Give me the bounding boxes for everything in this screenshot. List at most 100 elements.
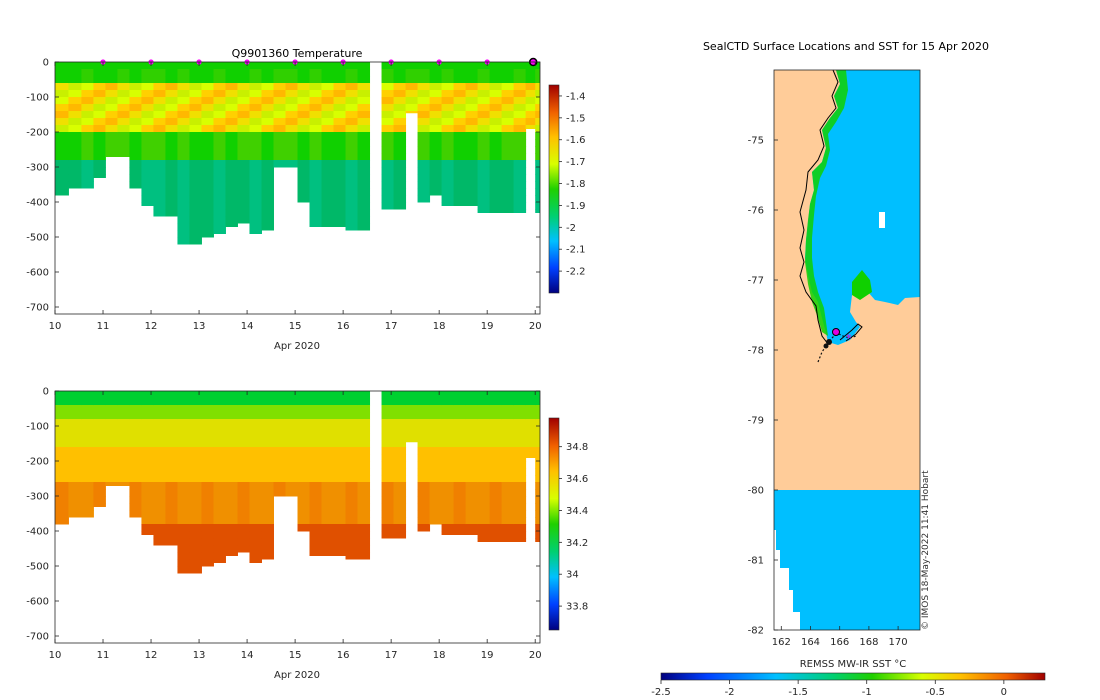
section-cell [381, 132, 395, 140]
section-cell [105, 139, 118, 147]
section-cell [273, 160, 286, 168]
section-cell [177, 468, 190, 476]
section-cell [55, 174, 69, 182]
section-cell [261, 167, 274, 175]
section-cell [225, 76, 238, 84]
section-cell [273, 118, 286, 126]
section-cell [429, 69, 443, 77]
section-cell [165, 62, 178, 70]
section-cell [345, 76, 359, 84]
section-cell [153, 139, 166, 147]
section-cell [393, 412, 407, 420]
section-cell [477, 83, 491, 91]
section-cell [55, 153, 69, 161]
section-cell [381, 104, 395, 112]
section-cell [237, 447, 250, 455]
section-cell [417, 461, 431, 469]
section-cell [165, 426, 178, 434]
section-cell [417, 489, 431, 497]
section-cell [153, 461, 166, 469]
section-cell [345, 153, 359, 161]
section-cell [273, 125, 286, 133]
section-cell [225, 167, 238, 175]
map-x-tick-label: 166 [830, 637, 849, 648]
section-cell [333, 132, 347, 140]
section-cell [237, 475, 250, 483]
section-cell [189, 202, 202, 210]
section-cell [189, 104, 202, 112]
section-cell [93, 174, 106, 178]
section-cell [213, 510, 226, 518]
x-tick-label: 16 [337, 321, 350, 332]
section-cell [429, 426, 443, 434]
section-cell [153, 132, 166, 140]
section-cell [393, 440, 407, 448]
section-cell [261, 97, 274, 105]
section-cell [141, 517, 154, 525]
section-cell [535, 489, 540, 497]
section-cell [201, 62, 214, 70]
section-cell [309, 118, 323, 126]
section-cell [381, 405, 395, 413]
section-cell [177, 524, 190, 532]
section-cell [117, 83, 130, 91]
section-cell [273, 433, 286, 441]
section-cell [489, 202, 503, 210]
section-cell [261, 440, 274, 448]
section-cell [81, 496, 94, 504]
section-cell [249, 489, 262, 497]
section-cell [309, 160, 323, 168]
section-cell [105, 118, 118, 126]
section-cell [453, 398, 467, 406]
section-cell [465, 524, 479, 532]
section-cell [105, 97, 118, 105]
section-cell [225, 111, 238, 119]
section-cell [513, 475, 527, 483]
section-cell [489, 62, 503, 70]
section-cell [489, 132, 503, 140]
section-cell [535, 139, 540, 147]
section-cell [429, 125, 443, 133]
section-cell [189, 531, 202, 539]
section-cell [93, 118, 106, 126]
section-cell [489, 489, 503, 497]
section-cell [321, 440, 335, 448]
section-cell [68, 83, 82, 91]
section-cell [453, 447, 467, 455]
section-cell [237, 153, 250, 161]
section-cell [429, 83, 443, 91]
section-cell [381, 412, 395, 420]
section-cell [237, 538, 250, 546]
section-cell [153, 160, 166, 168]
section-cell [129, 489, 142, 497]
section-cell [249, 524, 262, 532]
section-cell [333, 517, 347, 525]
section-cell [141, 524, 154, 532]
section-cell [165, 398, 178, 406]
section-cell [225, 69, 238, 77]
section-cell [321, 97, 335, 105]
section-cell [345, 181, 359, 189]
colorbar-tick-label: 34.2 [566, 538, 588, 549]
section-cell [213, 489, 226, 497]
map-x-tick-label: 164 [801, 637, 820, 648]
section-cell [393, 489, 407, 497]
section-cell [501, 482, 515, 490]
section-cell [129, 139, 142, 147]
section-cell [429, 167, 443, 175]
section-cell [81, 160, 94, 168]
section-cell [513, 489, 527, 497]
section-cell [261, 195, 274, 203]
section-cell [393, 405, 407, 413]
section-cell [225, 447, 238, 455]
section-cell [321, 391, 335, 399]
section-cell [321, 538, 335, 546]
section-cell [441, 202, 455, 206]
section-cell [249, 426, 262, 434]
section-cell [237, 111, 250, 119]
section-cell [405, 83, 419, 91]
section-cell [453, 412, 467, 420]
section-cell [477, 468, 491, 476]
section-cell [535, 195, 540, 203]
section-cell [477, 454, 491, 462]
